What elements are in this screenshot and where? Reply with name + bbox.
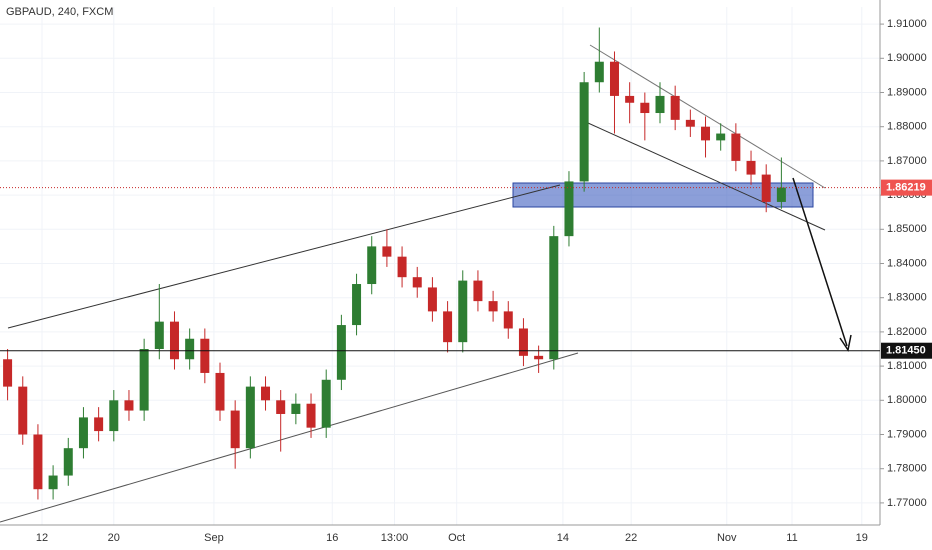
y-tick-label: 1.80000 — [887, 394, 927, 406]
candle-body — [655, 95, 665, 114]
x-tick-label: Nov — [717, 532, 737, 544]
candle-body — [579, 82, 589, 182]
candle-body — [169, 321, 179, 360]
candle-body — [761, 174, 771, 202]
candle-body — [154, 321, 164, 349]
chart-title: GBPAUD, 240, FXCM — [6, 6, 113, 18]
candle-body — [78, 417, 88, 449]
candle-body — [63, 448, 73, 476]
y-tick-label: 1.84000 — [887, 257, 927, 269]
candle-body — [109, 400, 119, 432]
candle-body — [18, 386, 28, 435]
candle-body — [367, 246, 377, 285]
candle-body — [488, 301, 498, 312]
candle-body — [503, 311, 513, 329]
x-tick-label: 13:00 — [381, 532, 409, 544]
x-tick-label: Oct — [448, 532, 465, 544]
y-tick-label: 1.90000 — [887, 52, 927, 64]
y-tick-label: 1.79000 — [887, 428, 927, 440]
candles — [3, 27, 786, 500]
candle-body — [716, 133, 726, 141]
candle-body — [352, 284, 362, 326]
y-tick-label: 1.83000 — [887, 292, 927, 304]
x-tick-label: Sep — [204, 532, 224, 544]
candle-body — [48, 475, 58, 490]
candle-body — [291, 403, 301, 414]
candle-body — [549, 236, 559, 360]
candle-body — [594, 61, 604, 83]
candle-body — [33, 434, 43, 490]
x-tick-label: 22 — [625, 532, 637, 544]
candle-body — [564, 181, 574, 237]
candle-body — [731, 133, 741, 161]
candle-body — [382, 246, 392, 257]
y-tick-label: 1.81000 — [887, 360, 927, 372]
trend-line — [7, 184, 561, 329]
forecast-arrow — [792, 177, 848, 347]
candle-body — [321, 379, 331, 428]
candle-body — [685, 119, 695, 127]
y-tick-label: 1.78000 — [887, 463, 927, 475]
candle-body — [625, 95, 635, 103]
candle-body — [397, 256, 407, 278]
x-tick-label: 11 — [786, 532, 797, 544]
trend-line — [0, 352, 579, 523]
candle-body — [518, 328, 528, 356]
y-tick-label: 1.91000 — [887, 18, 927, 30]
candle-body — [276, 400, 286, 414]
arrow-head — [839, 334, 852, 352]
candle-body — [124, 400, 134, 411]
level-label: 1.81450 — [886, 345, 926, 357]
last-price-tag — [881, 179, 932, 196]
candle-body — [215, 372, 225, 411]
y-tick-label: 1.82000 — [887, 326, 927, 338]
candle-body — [336, 325, 346, 380]
channel-line — [587, 122, 826, 231]
last-price-label: 1.86219 — [886, 182, 926, 194]
candle-body — [701, 126, 711, 141]
candle-body — [609, 61, 619, 96]
level-tag — [881, 342, 932, 359]
candle-body — [776, 187, 786, 202]
candle-body — [443, 311, 453, 343]
candle-body — [427, 287, 437, 312]
candle-body — [534, 355, 544, 360]
candle-body — [3, 359, 13, 387]
candle-body — [670, 95, 680, 120]
x-tick-label: 16 — [326, 532, 338, 544]
x-tick-label: 19 — [856, 532, 868, 544]
candle-body — [230, 410, 240, 449]
candle-body — [245, 386, 255, 449]
y-tick-label: 1.87000 — [887, 155, 927, 167]
candle-body — [746, 160, 756, 175]
x-tick-label: 14 — [557, 532, 569, 544]
candle-body — [412, 277, 422, 288]
x-tick-label: 12 — [36, 532, 48, 544]
candle-body — [473, 280, 483, 302]
candle-body — [200, 338, 210, 373]
channel-line — [589, 44, 826, 189]
candle-body — [139, 349, 149, 411]
y-tick-label: 1.77000 — [887, 497, 927, 509]
y-tick-label: 1.85000 — [887, 223, 927, 235]
candle-body — [261, 386, 271, 401]
y-tick-label: 1.88000 — [887, 121, 927, 133]
y-tick-label: 1.89000 — [887, 86, 927, 98]
candle-body — [306, 403, 316, 428]
candle-body — [458, 280, 468, 343]
candle-body — [94, 417, 104, 432]
candle-body — [640, 102, 650, 114]
x-tick-label: 20 — [108, 532, 120, 544]
candle-body — [185, 338, 195, 360]
